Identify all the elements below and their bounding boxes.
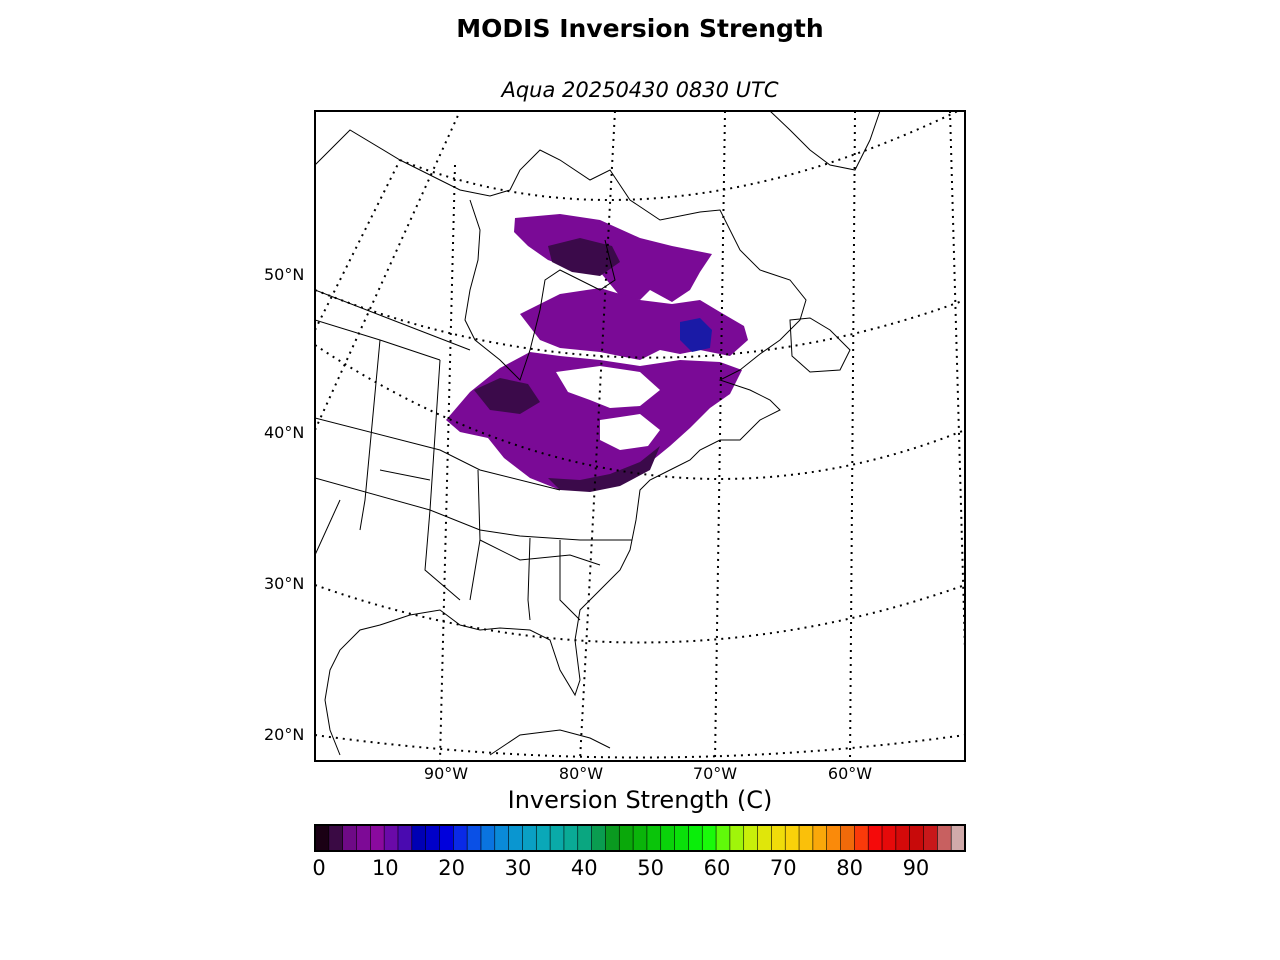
colorbar-tick-label: 70: [769, 856, 797, 880]
colorbar-swatch: [315, 825, 330, 851]
colorbar-swatch: [771, 825, 786, 851]
colorbar-swatch: [494, 825, 510, 851]
longitude-line-100w: [315, 111, 461, 431]
colorbar-swatch: [453, 825, 468, 851]
colorbar-swatch: [633, 825, 648, 851]
longitude-line-70w: [714, 111, 726, 761]
inversion-region-blue: [680, 318, 712, 352]
coastline-north-america: [315, 129, 807, 756]
colorbar-swatch: [439, 825, 454, 851]
chart-title: MODIS Inversion Strength: [456, 14, 824, 43]
colorbar-swatch: [799, 825, 814, 851]
colorbar-swatch: [826, 825, 842, 851]
colorbar-swatch: [356, 825, 371, 851]
colorbar-tick-label: 0: [312, 856, 326, 880]
colorbar: [314, 824, 966, 852]
colorbar-swatch: [467, 825, 482, 851]
colorbar-swatch: [854, 825, 869, 851]
colorbar-swatch: [660, 825, 676, 851]
longitude-line-110w: [315, 159, 401, 331]
lon-label-70w: 70°W: [692, 764, 738, 783]
colorbar-swatch: [646, 825, 662, 851]
coastline-newfoundland: [789, 317, 851, 373]
colorbar-swatch: [577, 825, 593, 851]
colorbar-tick-label: 30: [504, 856, 532, 880]
colorbar-swatch: [729, 825, 745, 851]
colorbar-swatch: [757, 825, 772, 851]
colorbar-swatch: [522, 825, 537, 851]
colorbar-swatch: [674, 825, 689, 851]
colorbar-swatch: [812, 825, 828, 851]
colorbar-tick-label: 90: [902, 856, 930, 880]
colorbar-tick-label: 40: [570, 856, 598, 880]
lat-label-50n: 50°N: [264, 265, 305, 284]
colorbar-swatch: [480, 825, 496, 851]
colorbar-swatch: [425, 825, 440, 851]
colorbar-swatch: [384, 825, 399, 851]
colorbar-swatch: [868, 825, 883, 851]
colorbar-swatch: [605, 825, 620, 851]
colorbar-swatch: [937, 825, 952, 851]
colorbar-tick-label: 50: [637, 856, 664, 880]
colorbar-swatch: [923, 825, 938, 851]
colorbar-tick-label: 20: [438, 856, 466, 880]
lat-label-40n: 40°N: [264, 423, 305, 442]
lon-label-80w: 80°W: [558, 764, 604, 783]
colorbar-swatch: [743, 825, 759, 851]
colorbar-tick-label: 60: [703, 856, 731, 880]
longitude-line-60w: [849, 111, 856, 761]
colorbar-swatch: [688, 825, 703, 851]
colorbar-swatch: [563, 825, 579, 851]
state-borders: [315, 289, 632, 621]
colorbar-swatch: [370, 825, 385, 851]
colorbar-swatch: [508, 825, 523, 851]
colorbar-swatch: [840, 825, 855, 851]
colorbar-frame: [314, 824, 966, 852]
colorbar-tick-label: 80: [836, 856, 863, 880]
chart-subtitle: Aqua 20250430 0830 UTC: [501, 78, 779, 102]
latitude-line-40n: [315, 344, 965, 480]
inversion-region-central: [520, 288, 748, 360]
colorbar-swatch: [328, 825, 344, 851]
longitude-line-90w: [439, 164, 456, 761]
inversion-region-dark-north: [548, 238, 620, 276]
colorbar-swatch: [716, 825, 731, 851]
lon-label-90w: 90°W: [423, 764, 469, 783]
colorbar-swatch: [619, 825, 634, 851]
colorbar-swatch: [536, 825, 551, 851]
colorbar-swatch: [550, 825, 565, 851]
colorbar-swatch: [951, 825, 966, 851]
lat-label-30n: 30°N: [264, 574, 305, 593]
colorbar-swatch: [702, 825, 717, 851]
colorbar-tick-label: 10: [371, 856, 399, 880]
colorbar-swatch: [397, 825, 413, 851]
coastline-cuba: [489, 729, 611, 756]
inversion-region-dark-west: [474, 378, 540, 414]
colorbar-swatch: [895, 825, 911, 851]
longitude-line-50w: [949, 111, 965, 651]
colorbar-swatch: [882, 825, 897, 851]
inversion-region-gap-2: [600, 414, 660, 450]
map-frame: [314, 110, 966, 762]
colorbar-swatch: [342, 825, 357, 851]
colorbar-swatch: [785, 825, 800, 851]
coastline-greenland: [769, 111, 881, 171]
inversion-data-overlay: [446, 214, 748, 492]
inversion-region-dark-south: [548, 446, 660, 492]
lon-label-60w: 60°W: [827, 764, 873, 783]
latitude-line-50n: [315, 289, 965, 359]
colorbar-swatch: [411, 825, 427, 851]
latitude-line-20n: [315, 734, 965, 759]
inversion-region-gap: [556, 366, 660, 408]
graticule: [315, 111, 965, 761]
latitude-line-30n: [315, 584, 965, 644]
colorbar-swatch: [909, 825, 925, 851]
colorbar-swatch: [591, 825, 606, 851]
lat-label-20n: 20°N: [264, 725, 305, 744]
colorbar-label: Inversion Strength (C): [507, 786, 773, 814]
